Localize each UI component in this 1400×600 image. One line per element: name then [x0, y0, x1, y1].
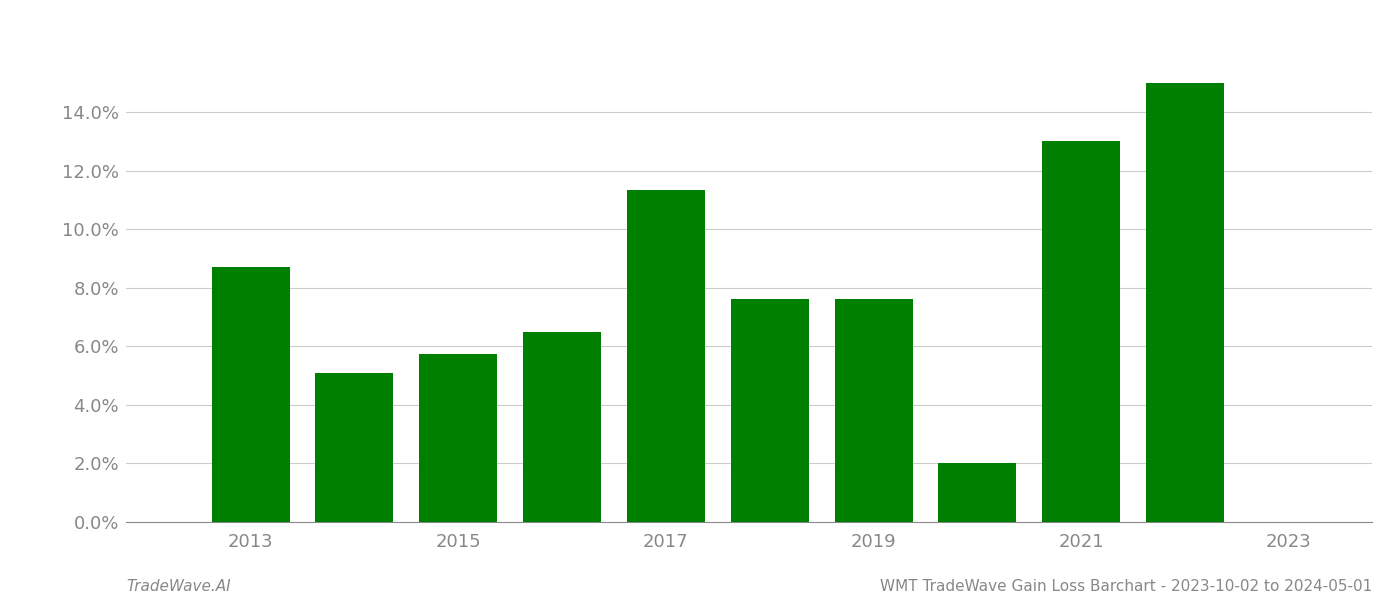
- Bar: [834, 299, 913, 522]
- Bar: [524, 332, 601, 522]
- Text: WMT TradeWave Gain Loss Barchart - 2023-10-02 to 2024-05-01: WMT TradeWave Gain Loss Barchart - 2023-…: [879, 579, 1372, 594]
- Bar: [1147, 83, 1224, 522]
- Bar: [1043, 141, 1120, 522]
- Bar: [420, 353, 497, 522]
- Text: TradeWave.AI: TradeWave.AI: [126, 579, 231, 594]
- Bar: [938, 463, 1016, 522]
- Bar: [211, 267, 290, 522]
- Bar: [627, 190, 704, 522]
- Bar: [731, 299, 809, 522]
- Bar: [315, 373, 393, 522]
